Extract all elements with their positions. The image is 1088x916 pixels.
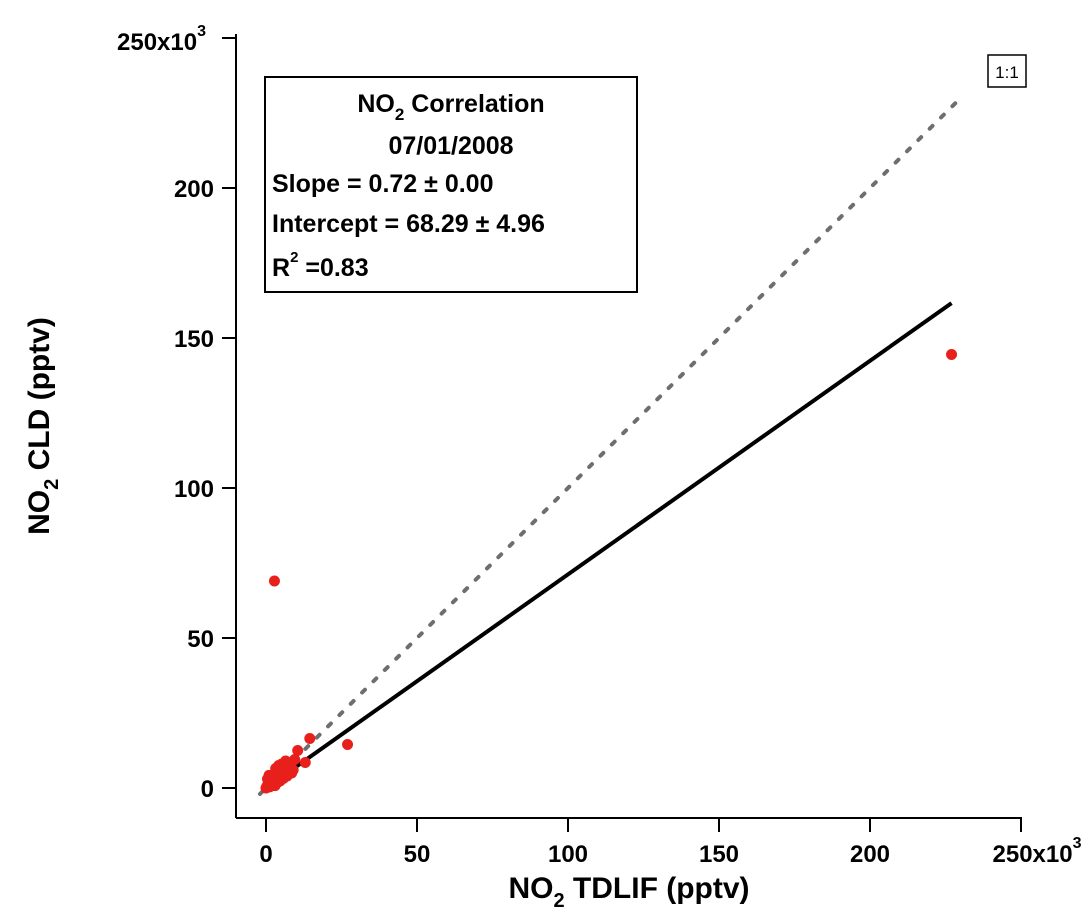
- y-tick-label: 100: [174, 476, 214, 503]
- y-axis-title-main: NO: [23, 490, 56, 535]
- x-axis-title-main: NO: [508, 872, 553, 905]
- data-point: [299, 757, 311, 768]
- y-tick-label: 50: [187, 626, 214, 653]
- x-tick-label: 0: [259, 841, 272, 868]
- y-axis-title-sub: 2: [41, 479, 63, 490]
- stats-r2-sup: 2: [290, 249, 298, 266]
- data-point: [946, 349, 958, 360]
- y-tick-label: 150: [174, 326, 214, 353]
- x-axis-title-rest: TDLIF (pptv): [565, 872, 750, 905]
- x-tick-label: 250x103: [993, 835, 1082, 868]
- fit-line: [264, 301, 953, 790]
- stats-date: 07/01/2008: [388, 132, 513, 160]
- axes: [235, 34, 1022, 819]
- data-point: [292, 745, 304, 756]
- data-point: [289, 754, 301, 765]
- stats-title-sub: 2: [395, 105, 404, 124]
- y-tick-label: 250x103: [117, 23, 206, 56]
- data-point: [342, 739, 354, 750]
- data-point: [287, 764, 299, 776]
- stats-box-border: [264, 76, 638, 293]
- stats-r2-main: R: [272, 254, 290, 282]
- stats-title: NO2 Correlation: [357, 90, 544, 124]
- data-points: [260, 349, 958, 794]
- x-tick-label: 100: [548, 841, 588, 868]
- x-tick-exponent: 3: [1073, 835, 1082, 852]
- stats-slope: Slope = 0.72 ± 0.00: [272, 170, 493, 198]
- y-tick-label: 200: [174, 176, 214, 203]
- x-tick-label: 200: [850, 841, 890, 868]
- y-ticks: 0 50 100 150 200 250x103: [117, 23, 236, 803]
- x-tick-label: 50: [404, 841, 431, 868]
- x-axis-title-sub: 2: [553, 890, 564, 912]
- x-ticks: 0 50 100 150 200 250x103: [259, 818, 1082, 868]
- stats-title-main: NO: [357, 90, 395, 118]
- y-tick-exponent: 3: [197, 23, 206, 40]
- data-point: [268, 575, 280, 587]
- data-point: [304, 733, 316, 744]
- y-tick-label: 0: [201, 776, 214, 803]
- y-axis-title-rest: CLD (pptv): [23, 317, 56, 479]
- stats-intercept: Intercept = 68.29 ± 4.96: [272, 210, 545, 238]
- stats-title-rest: Correlation: [404, 90, 544, 118]
- one-to-one-label-text: 1:1: [995, 63, 1019, 82]
- one-to-one-line: [257, 96, 963, 796]
- stats-box: NO2 Correlation 07/01/2008 Slope = 0.72 …: [264, 76, 638, 293]
- x-tick-label: 150: [699, 841, 739, 868]
- y-axis-title: NO2 CLD (pptv): [23, 317, 63, 535]
- data-point: [272, 776, 284, 788]
- x-axis-title: NO2 TDLIF (pptv): [508, 872, 749, 912]
- one-to-one-label: 1:1: [987, 54, 1027, 88]
- stats-r2-rest: =0.83: [298, 254, 368, 282]
- stats-r2: R2 =0.83: [272, 249, 369, 282]
- one-to-one-label-border: [987, 54, 1027, 88]
